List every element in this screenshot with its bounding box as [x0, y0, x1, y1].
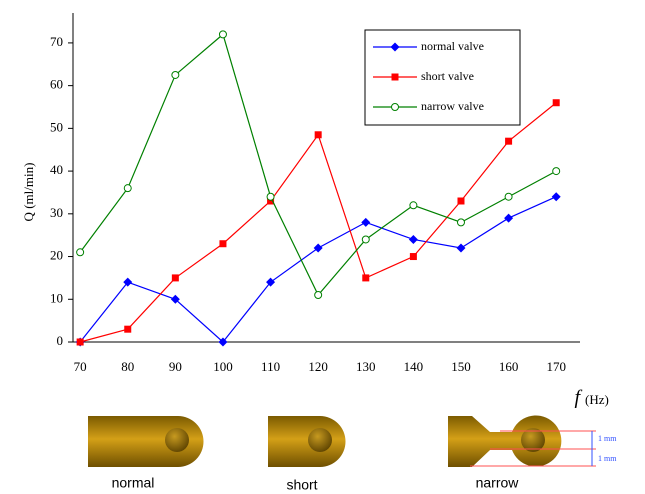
marker: [504, 192, 513, 201]
y-axis-label: Q (ml/min): [21, 163, 36, 222]
marker: [361, 235, 370, 244]
marker: [552, 99, 560, 107]
marker: [408, 234, 418, 244]
y-tick-label: 20: [50, 248, 63, 263]
marker: [314, 131, 322, 139]
x-tick-label: 170: [546, 359, 566, 374]
caption: short: [286, 477, 317, 493]
x-tick-label: 120: [308, 359, 328, 374]
series-line: [79, 102, 557, 343]
short-valve-shape: [268, 416, 346, 467]
marker: [505, 137, 513, 145]
marker: [409, 253, 417, 261]
marker: [313, 243, 323, 253]
marker: [362, 274, 370, 282]
x-tick-label: 140: [404, 359, 424, 374]
legend-marker: [391, 103, 399, 111]
legend-marker: [390, 42, 400, 52]
x-tick-label: 70: [74, 359, 87, 374]
marker: [219, 240, 227, 248]
x-axis-symbol: f: [574, 387, 582, 409]
x-tick-label: 160: [499, 359, 519, 374]
series: [76, 99, 560, 346]
y-tick-label: 0: [57, 333, 64, 348]
x-tick-label: 130: [356, 359, 376, 374]
marker: [170, 294, 180, 304]
marker: [171, 274, 179, 282]
legend-label: short valve: [421, 69, 474, 83]
marker: [314, 291, 323, 299]
legend-label: narrow valve: [421, 99, 484, 113]
normal-valve-hole: [165, 428, 189, 452]
y-tick-label: 70: [50, 34, 63, 49]
caption: normal: [112, 475, 155, 491]
dimension-label: 1 mm: [598, 454, 617, 463]
marker: [171, 70, 180, 79]
series-line: [79, 196, 557, 343]
marker: [76, 338, 84, 346]
marker: [124, 325, 132, 333]
marker: [456, 218, 465, 227]
marker: [123, 277, 133, 287]
marker: [361, 217, 371, 227]
y-tick-label: 30: [50, 205, 63, 220]
legend-marker: [391, 73, 399, 81]
x-tick-label: 110: [261, 359, 280, 374]
series: [76, 30, 561, 299]
y-tick-label: 50: [50, 119, 63, 134]
marker: [76, 248, 85, 257]
marker: [266, 277, 276, 287]
marker: [123, 184, 132, 193]
legend-label: normal valve: [421, 39, 484, 53]
series: [75, 192, 561, 347]
y-tick-label: 10: [50, 290, 63, 305]
x-axis-unit: (Hz): [585, 392, 609, 407]
marker: [409, 201, 418, 210]
marker: [552, 167, 561, 176]
marker: [457, 197, 465, 205]
y-tick-label: 40: [50, 162, 63, 177]
marker: [267, 197, 275, 205]
x-tick-label: 150: [451, 359, 471, 374]
marker: [218, 30, 227, 39]
y-tick-label: 60: [50, 77, 63, 92]
x-tick-label: 80: [121, 359, 134, 374]
narrow-valve-hole: [521, 428, 545, 452]
marker: [456, 243, 466, 253]
marker: [218, 337, 228, 347]
x-tick-label: 100: [213, 359, 233, 374]
short-valve-hole: [308, 428, 332, 452]
marker: [266, 192, 275, 201]
marker: [551, 192, 561, 202]
caption: narrow: [476, 475, 520, 491]
dimension-label: 1 mm: [598, 434, 617, 443]
marker: [504, 213, 514, 223]
valve-illustrations: 1 mm 1 mm normal short narrow: [88, 415, 617, 493]
x-tick-label: 90: [169, 359, 182, 374]
